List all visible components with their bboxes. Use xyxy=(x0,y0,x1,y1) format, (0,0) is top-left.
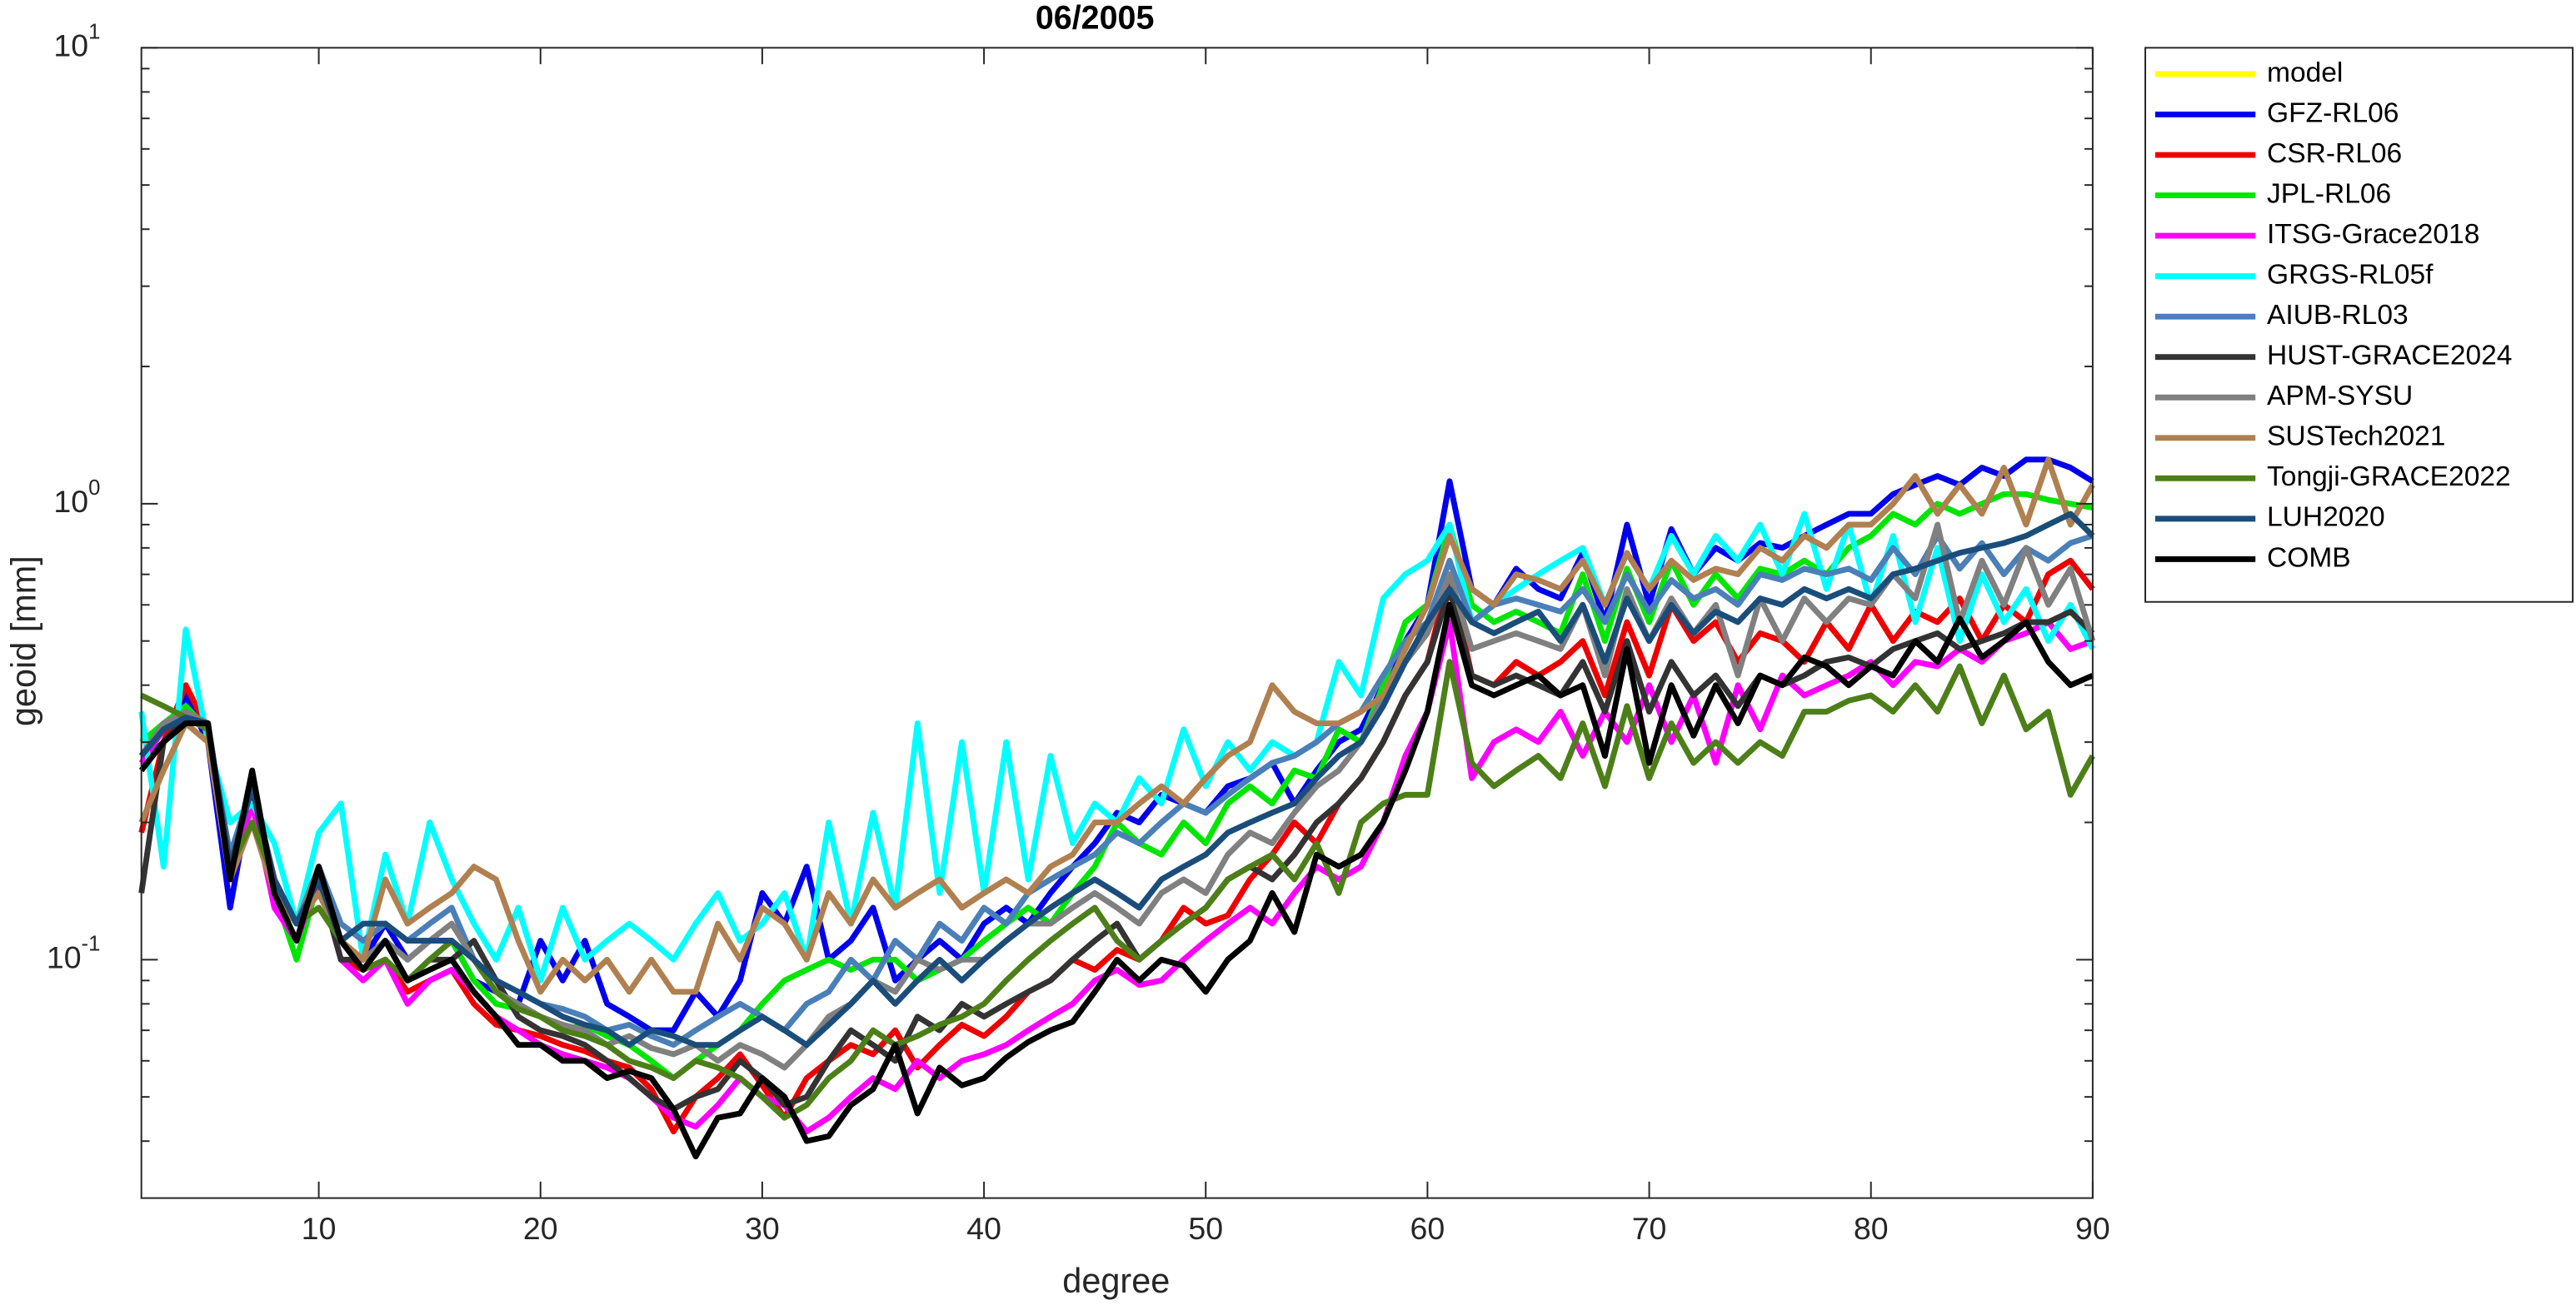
x-tick-label: 80 xyxy=(1854,1211,1889,1246)
legend-label: Tongji-GRACE2022 xyxy=(2267,461,2511,492)
legend-label: COMB xyxy=(2267,542,2351,573)
x-tick-label: 50 xyxy=(1188,1211,1223,1246)
y-tick-base: 10 xyxy=(53,27,88,62)
legend: model GFZ-RL06 CSR-RL06 JPL-RL06 ITSG-Grace2… xyxy=(2144,47,2574,603)
legend-label: ITSG-Grace2018 xyxy=(2267,219,2479,250)
axes-box xyxy=(140,47,2094,1199)
legend-label: GFZ-RL06 xyxy=(2267,97,2399,128)
y-tick-exponent: 0 xyxy=(88,476,100,500)
x-tick-label: 10 xyxy=(302,1211,337,1246)
y-tick-label: 101 xyxy=(53,20,100,62)
y-tick-label: 10-1 xyxy=(47,932,101,974)
legend-label: LUH2020 xyxy=(2267,502,2385,533)
series-line xyxy=(139,511,2095,1048)
plot-area xyxy=(138,456,2096,1160)
legend-label: SUSTech2021 xyxy=(2267,421,2445,452)
x-tick-label: 40 xyxy=(966,1211,1001,1246)
chart-title: 06/2005 xyxy=(1036,0,1155,36)
y-tick-label: 100 xyxy=(53,476,100,519)
x-axis-label: degree xyxy=(1062,1261,1170,1300)
series-line xyxy=(138,557,2095,1135)
legend-label: AIUB-RL03 xyxy=(2267,300,2409,331)
y-tick-base: 10 xyxy=(47,939,82,974)
y-tick-exponent: -1 xyxy=(82,932,101,955)
legend-box xyxy=(2144,47,2574,603)
y-axis-label: geoid [mm] xyxy=(4,555,43,726)
series-line xyxy=(138,521,2096,1071)
y-tick-base: 10 xyxy=(53,484,88,519)
x-tick-label: 90 xyxy=(2075,1211,2110,1246)
x-tick-label: 60 xyxy=(1410,1211,1445,1246)
legend-label: APM-SYSU xyxy=(2267,381,2413,411)
series-line xyxy=(138,456,2095,995)
x-tick-label: 20 xyxy=(523,1211,558,1246)
legend-label: GRGS-RL05f xyxy=(2267,259,2434,290)
legend-label: CSR-RL06 xyxy=(2267,138,2402,169)
x-tick-label: 70 xyxy=(1632,1211,1667,1246)
x-tick-label: 30 xyxy=(745,1211,780,1246)
legend-label: model xyxy=(2267,57,2343,88)
legend-label: HUST-GRACE2024 xyxy=(2267,341,2512,371)
series-line xyxy=(138,601,2094,1160)
y-tick-exponent: 1 xyxy=(88,20,100,43)
legend-label: JPL-RL06 xyxy=(2267,178,2391,209)
